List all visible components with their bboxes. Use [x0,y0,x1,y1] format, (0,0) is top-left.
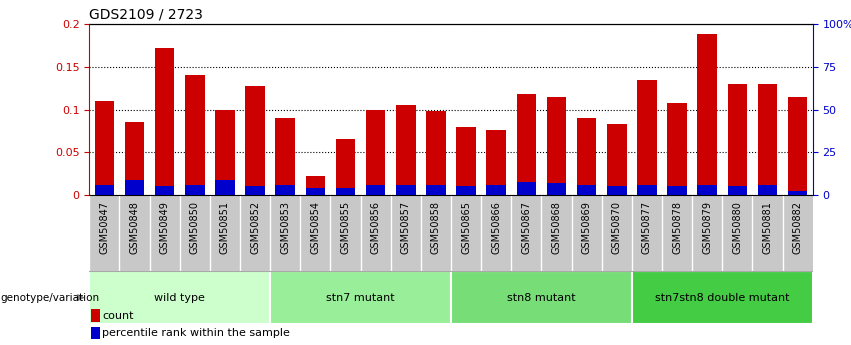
Bar [517,182,536,195]
Bar [637,80,657,195]
Bar [396,185,415,195]
Bar [577,118,597,195]
Bar [91,327,100,339]
Bar [306,188,325,195]
Bar [276,118,295,195]
Bar [546,97,566,195]
Bar [757,185,777,195]
Bar [788,191,808,195]
Bar [306,176,325,195]
Bar [487,130,506,195]
Bar [667,103,687,195]
Text: GSM50848: GSM50848 [129,201,140,254]
Bar [185,185,204,195]
Text: GSM50849: GSM50849 [160,201,169,254]
Text: GSM50877: GSM50877 [642,201,652,254]
Text: GSM50847: GSM50847 [100,201,110,254]
Bar [366,109,386,195]
Text: stn7stn8 double mutant: stn7stn8 double mutant [655,293,790,303]
Text: GSM50869: GSM50869 [581,201,591,254]
Bar [276,185,295,195]
Bar [607,186,626,195]
Bar [456,186,476,195]
Bar [667,186,687,195]
Text: wild type: wild type [154,293,205,303]
Text: genotype/variation: genotype/variation [1,293,100,303]
Bar [89,271,271,324]
Text: GSM50854: GSM50854 [311,201,321,254]
Text: GSM50855: GSM50855 [340,201,351,254]
Text: GSM50867: GSM50867 [522,201,531,254]
Text: GSM50880: GSM50880 [733,201,742,254]
Bar [185,75,204,195]
Text: GSM50853: GSM50853 [280,201,290,254]
Text: GSM50858: GSM50858 [431,201,441,254]
Text: GSM50856: GSM50856 [371,201,380,254]
Text: GSM50865: GSM50865 [461,201,471,254]
Bar [336,139,356,195]
Bar [155,48,174,195]
Text: count: count [102,311,134,321]
Bar [728,84,747,195]
Text: percentile rank within the sample: percentile rank within the sample [102,328,290,338]
Bar [607,124,626,195]
Bar [577,185,597,195]
Text: GSM50881: GSM50881 [762,201,773,254]
Bar [517,94,536,195]
Bar [336,188,356,195]
Bar [451,271,631,324]
Bar [631,271,813,324]
Bar [215,180,235,195]
Bar [94,185,114,195]
Text: GSM50866: GSM50866 [491,201,501,254]
Bar [155,186,174,195]
Text: GSM50857: GSM50857 [401,201,411,254]
Text: GSM50852: GSM50852 [250,201,260,254]
Bar [396,105,415,195]
Bar [125,179,145,195]
Bar [487,185,506,195]
Bar [91,309,100,322]
Text: GSM50882: GSM50882 [792,201,802,254]
Bar [426,185,446,195]
Bar [757,84,777,195]
Bar [215,109,235,195]
Bar [698,34,717,195]
Text: GSM50850: GSM50850 [190,201,200,254]
Text: GSM50878: GSM50878 [672,201,683,254]
Bar [698,185,717,195]
Bar [94,101,114,195]
Bar [245,86,265,195]
Bar [546,183,566,195]
Text: GSM50870: GSM50870 [612,201,622,254]
Bar [456,127,476,195]
Text: GSM50851: GSM50851 [220,201,230,254]
Bar [637,185,657,195]
Text: GSM50879: GSM50879 [702,201,712,254]
Bar [270,271,451,324]
Bar [788,97,808,195]
Text: GDS2109 / 2723: GDS2109 / 2723 [89,8,203,22]
Text: stn8 mutant: stn8 mutant [507,293,576,303]
Text: stn7 mutant: stn7 mutant [326,293,395,303]
Bar [426,111,446,195]
Bar [125,122,145,195]
Bar [728,186,747,195]
Text: GSM50868: GSM50868 [551,201,562,254]
Bar [245,186,265,195]
Bar [366,185,386,195]
